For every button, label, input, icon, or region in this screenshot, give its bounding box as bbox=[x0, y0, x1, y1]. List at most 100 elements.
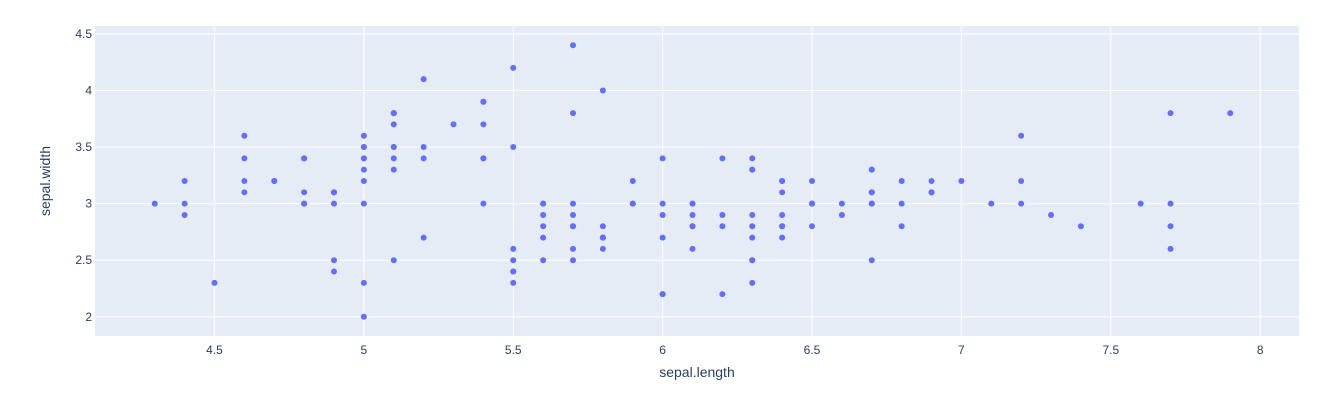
data-points bbox=[151, 42, 1234, 320]
data-point bbox=[689, 223, 696, 230]
data-point bbox=[779, 189, 786, 196]
data-point bbox=[450, 121, 457, 128]
data-point bbox=[749, 223, 756, 230]
data-point bbox=[659, 234, 666, 241]
data-point bbox=[1167, 110, 1174, 117]
data-point bbox=[749, 155, 756, 162]
data-point bbox=[599, 245, 606, 252]
data-point bbox=[898, 223, 905, 230]
data-point bbox=[301, 200, 308, 207]
data-point bbox=[540, 234, 547, 241]
data-point bbox=[779, 234, 786, 241]
data-point bbox=[689, 200, 696, 207]
data-point bbox=[540, 257, 547, 264]
data-point bbox=[360, 155, 367, 162]
data-point bbox=[241, 155, 248, 162]
data-point bbox=[301, 189, 308, 196]
data-point bbox=[599, 234, 606, 241]
data-point bbox=[868, 189, 875, 196]
data-point bbox=[868, 257, 875, 264]
data-point bbox=[1137, 200, 1144, 207]
data-point bbox=[241, 189, 248, 196]
data-point bbox=[838, 211, 845, 218]
data-point bbox=[1018, 178, 1025, 184]
data-point bbox=[659, 211, 666, 218]
data-point bbox=[1167, 223, 1174, 230]
data-point bbox=[390, 144, 397, 151]
data-point bbox=[570, 245, 577, 252]
data-point bbox=[331, 257, 338, 264]
data-point bbox=[719, 155, 726, 162]
data-point bbox=[659, 200, 666, 207]
data-point bbox=[1018, 200, 1025, 207]
x-tick-label: 6.5 bbox=[804, 343, 821, 357]
data-point bbox=[510, 245, 517, 252]
data-point bbox=[1048, 211, 1055, 218]
x-tick-label: 5 bbox=[361, 343, 368, 357]
data-point bbox=[1167, 245, 1174, 252]
data-point bbox=[659, 155, 666, 162]
data-point bbox=[360, 132, 367, 139]
x-tick-label: 7.5 bbox=[1102, 343, 1119, 357]
data-point bbox=[719, 211, 726, 218]
data-point bbox=[749, 234, 756, 241]
data-point bbox=[360, 313, 367, 320]
data-point bbox=[809, 200, 816, 207]
y-tick-label: 3 bbox=[85, 197, 92, 211]
data-point bbox=[181, 178, 188, 184]
data-point bbox=[779, 178, 786, 184]
data-point bbox=[749, 166, 756, 173]
data-point bbox=[211, 279, 218, 286]
data-point bbox=[540, 200, 547, 207]
data-point bbox=[928, 178, 935, 184]
data-point bbox=[360, 279, 367, 286]
x-tick-label: 7 bbox=[958, 343, 965, 357]
data-point bbox=[629, 178, 636, 184]
data-point bbox=[599, 87, 606, 94]
data-point bbox=[271, 178, 278, 184]
data-point bbox=[570, 42, 577, 49]
data-point bbox=[301, 155, 308, 162]
data-point bbox=[331, 189, 338, 196]
x-tick-label: 5.5 bbox=[505, 343, 522, 357]
y-axis-title: sepal.width bbox=[37, 146, 53, 216]
data-point bbox=[988, 200, 995, 207]
data-point bbox=[510, 279, 517, 286]
data-point bbox=[480, 121, 487, 128]
data-point bbox=[928, 189, 935, 196]
data-point bbox=[331, 268, 338, 275]
y-tick-labels: 2 2.5 3 3.5 4 4.5 bbox=[75, 27, 92, 324]
data-point bbox=[898, 178, 905, 184]
data-point bbox=[540, 223, 547, 230]
data-point bbox=[779, 223, 786, 230]
data-point bbox=[838, 200, 845, 207]
data-point bbox=[868, 200, 875, 207]
data-point bbox=[1077, 223, 1084, 230]
data-point bbox=[749, 211, 756, 218]
data-point bbox=[719, 291, 726, 298]
data-point bbox=[420, 144, 427, 151]
y-tick-label: 2 bbox=[85, 310, 92, 324]
x-tick-label: 4.5 bbox=[206, 343, 223, 357]
data-point bbox=[360, 166, 367, 173]
data-point bbox=[570, 211, 577, 218]
data-point bbox=[809, 178, 816, 184]
data-point bbox=[749, 257, 756, 264]
data-point bbox=[510, 64, 517, 71]
x-tick-label: 8 bbox=[1257, 343, 1264, 357]
x-tick-labels: 4.5 5 5.5 6 6.5 7 7.5 8 bbox=[206, 343, 1264, 357]
data-point bbox=[151, 200, 158, 207]
data-point bbox=[659, 291, 666, 298]
data-point bbox=[540, 211, 547, 218]
x-tick-label: 6 bbox=[659, 343, 666, 357]
data-point bbox=[689, 211, 696, 218]
data-point bbox=[420, 155, 427, 162]
data-point bbox=[1167, 200, 1174, 207]
data-point bbox=[360, 178, 367, 184]
data-point bbox=[480, 98, 487, 105]
data-point bbox=[570, 200, 577, 207]
data-point bbox=[689, 245, 696, 252]
data-point bbox=[420, 76, 427, 83]
